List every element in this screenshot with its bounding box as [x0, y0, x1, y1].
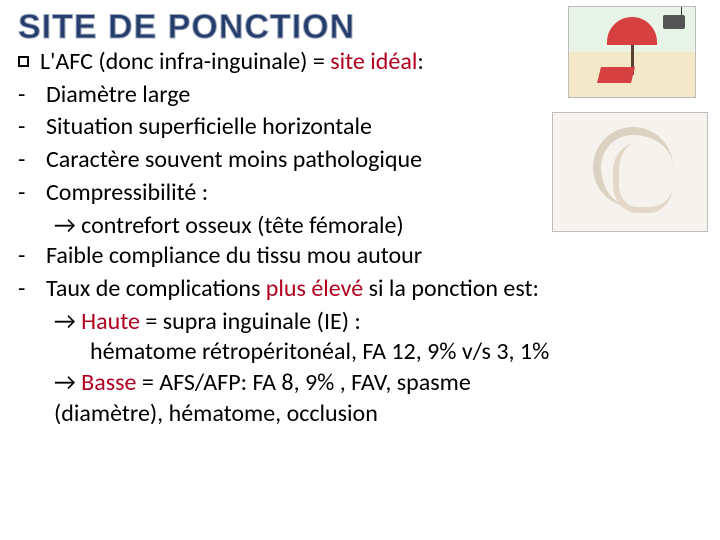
sub-text: contrefort osseux (tête fémorale): [81, 211, 404, 240]
beach-illustration: [569, 7, 695, 97]
lead-emphasis: site idéal: [330, 47, 417, 76]
dash-bullet-icon: -: [18, 80, 46, 110]
sub-label-basse: Basse: [81, 368, 136, 397]
lead-prefix: L'AFC (donc infra-inguinale) =: [40, 47, 330, 76]
item-text: Situation superficielle horizontale: [46, 112, 372, 143]
sub-rest-haute: = supra inguinale (IE) :: [140, 307, 361, 336]
image-beach-cartoon: [568, 6, 696, 98]
item6-before: Taux de complications: [46, 274, 266, 303]
dash-bullet-icon: -: [18, 274, 46, 304]
lead-suffix: :: [417, 47, 423, 76]
sub-line-haute: → Haute = supra inguinale (IE) :: [18, 307, 702, 338]
chair-icon: [597, 67, 635, 83]
slide-root: SITE DE PONCTION L'AFC (donc infra-ingui…: [0, 0, 720, 540]
dash-bullet-icon: -: [18, 178, 46, 208]
item-text: Compressibilité :: [46, 178, 208, 209]
lead-text: L'AFC (donc infra-inguinale) = site idéa…: [40, 47, 424, 78]
sub-label-haute: Haute: [81, 307, 140, 336]
arrow-icon: →: [54, 307, 76, 336]
arrow-icon: →: [54, 368, 76, 397]
umbrella-icon: [607, 17, 657, 45]
sub-rest-basse: = AFS/AFP: FA 8, 9% , FAV, spasme: [136, 368, 470, 397]
dash-bullet-icon: -: [18, 112, 46, 142]
square-bullet-icon: [18, 47, 40, 67]
sub-detail-haute: hématome rétropéritonéal, FA 12, 9% v/s …: [18, 337, 702, 368]
dash-bullet-icon: -: [18, 145, 46, 175]
item-text: Taux de complications plus élevé si la p…: [46, 274, 539, 305]
list-item: - Taux de complications plus élevé si la…: [18, 274, 702, 305]
sub-detail-basse: (diamètre), hématome, occlusion: [18, 399, 702, 430]
dash-bullet-icon: -: [18, 241, 46, 271]
list-item: - Faible compliance du tissu mou autour: [18, 241, 702, 272]
item6-emph: plus élevé: [266, 274, 363, 303]
anatomy-illustration: [553, 113, 707, 231]
radio-icon: [663, 15, 685, 29]
item-text: Faible compliance du tissu mou autour: [46, 241, 422, 272]
arrow-icon: →: [54, 211, 76, 240]
slide-body: L'AFC (donc infra-inguinale) = site idéa…: [18, 47, 702, 430]
vessel-line-2: [613, 143, 673, 213]
item-text: Caractère souvent moins pathologique: [46, 145, 422, 176]
image-femoral-anatomy: [552, 112, 708, 232]
item-text: Diamètre large: [46, 80, 190, 111]
item6-after: si la ponction est:: [363, 274, 539, 303]
sub-line-basse: → Basse = AFS/AFP: FA 8, 9% , FAV, spasm…: [18, 368, 702, 399]
